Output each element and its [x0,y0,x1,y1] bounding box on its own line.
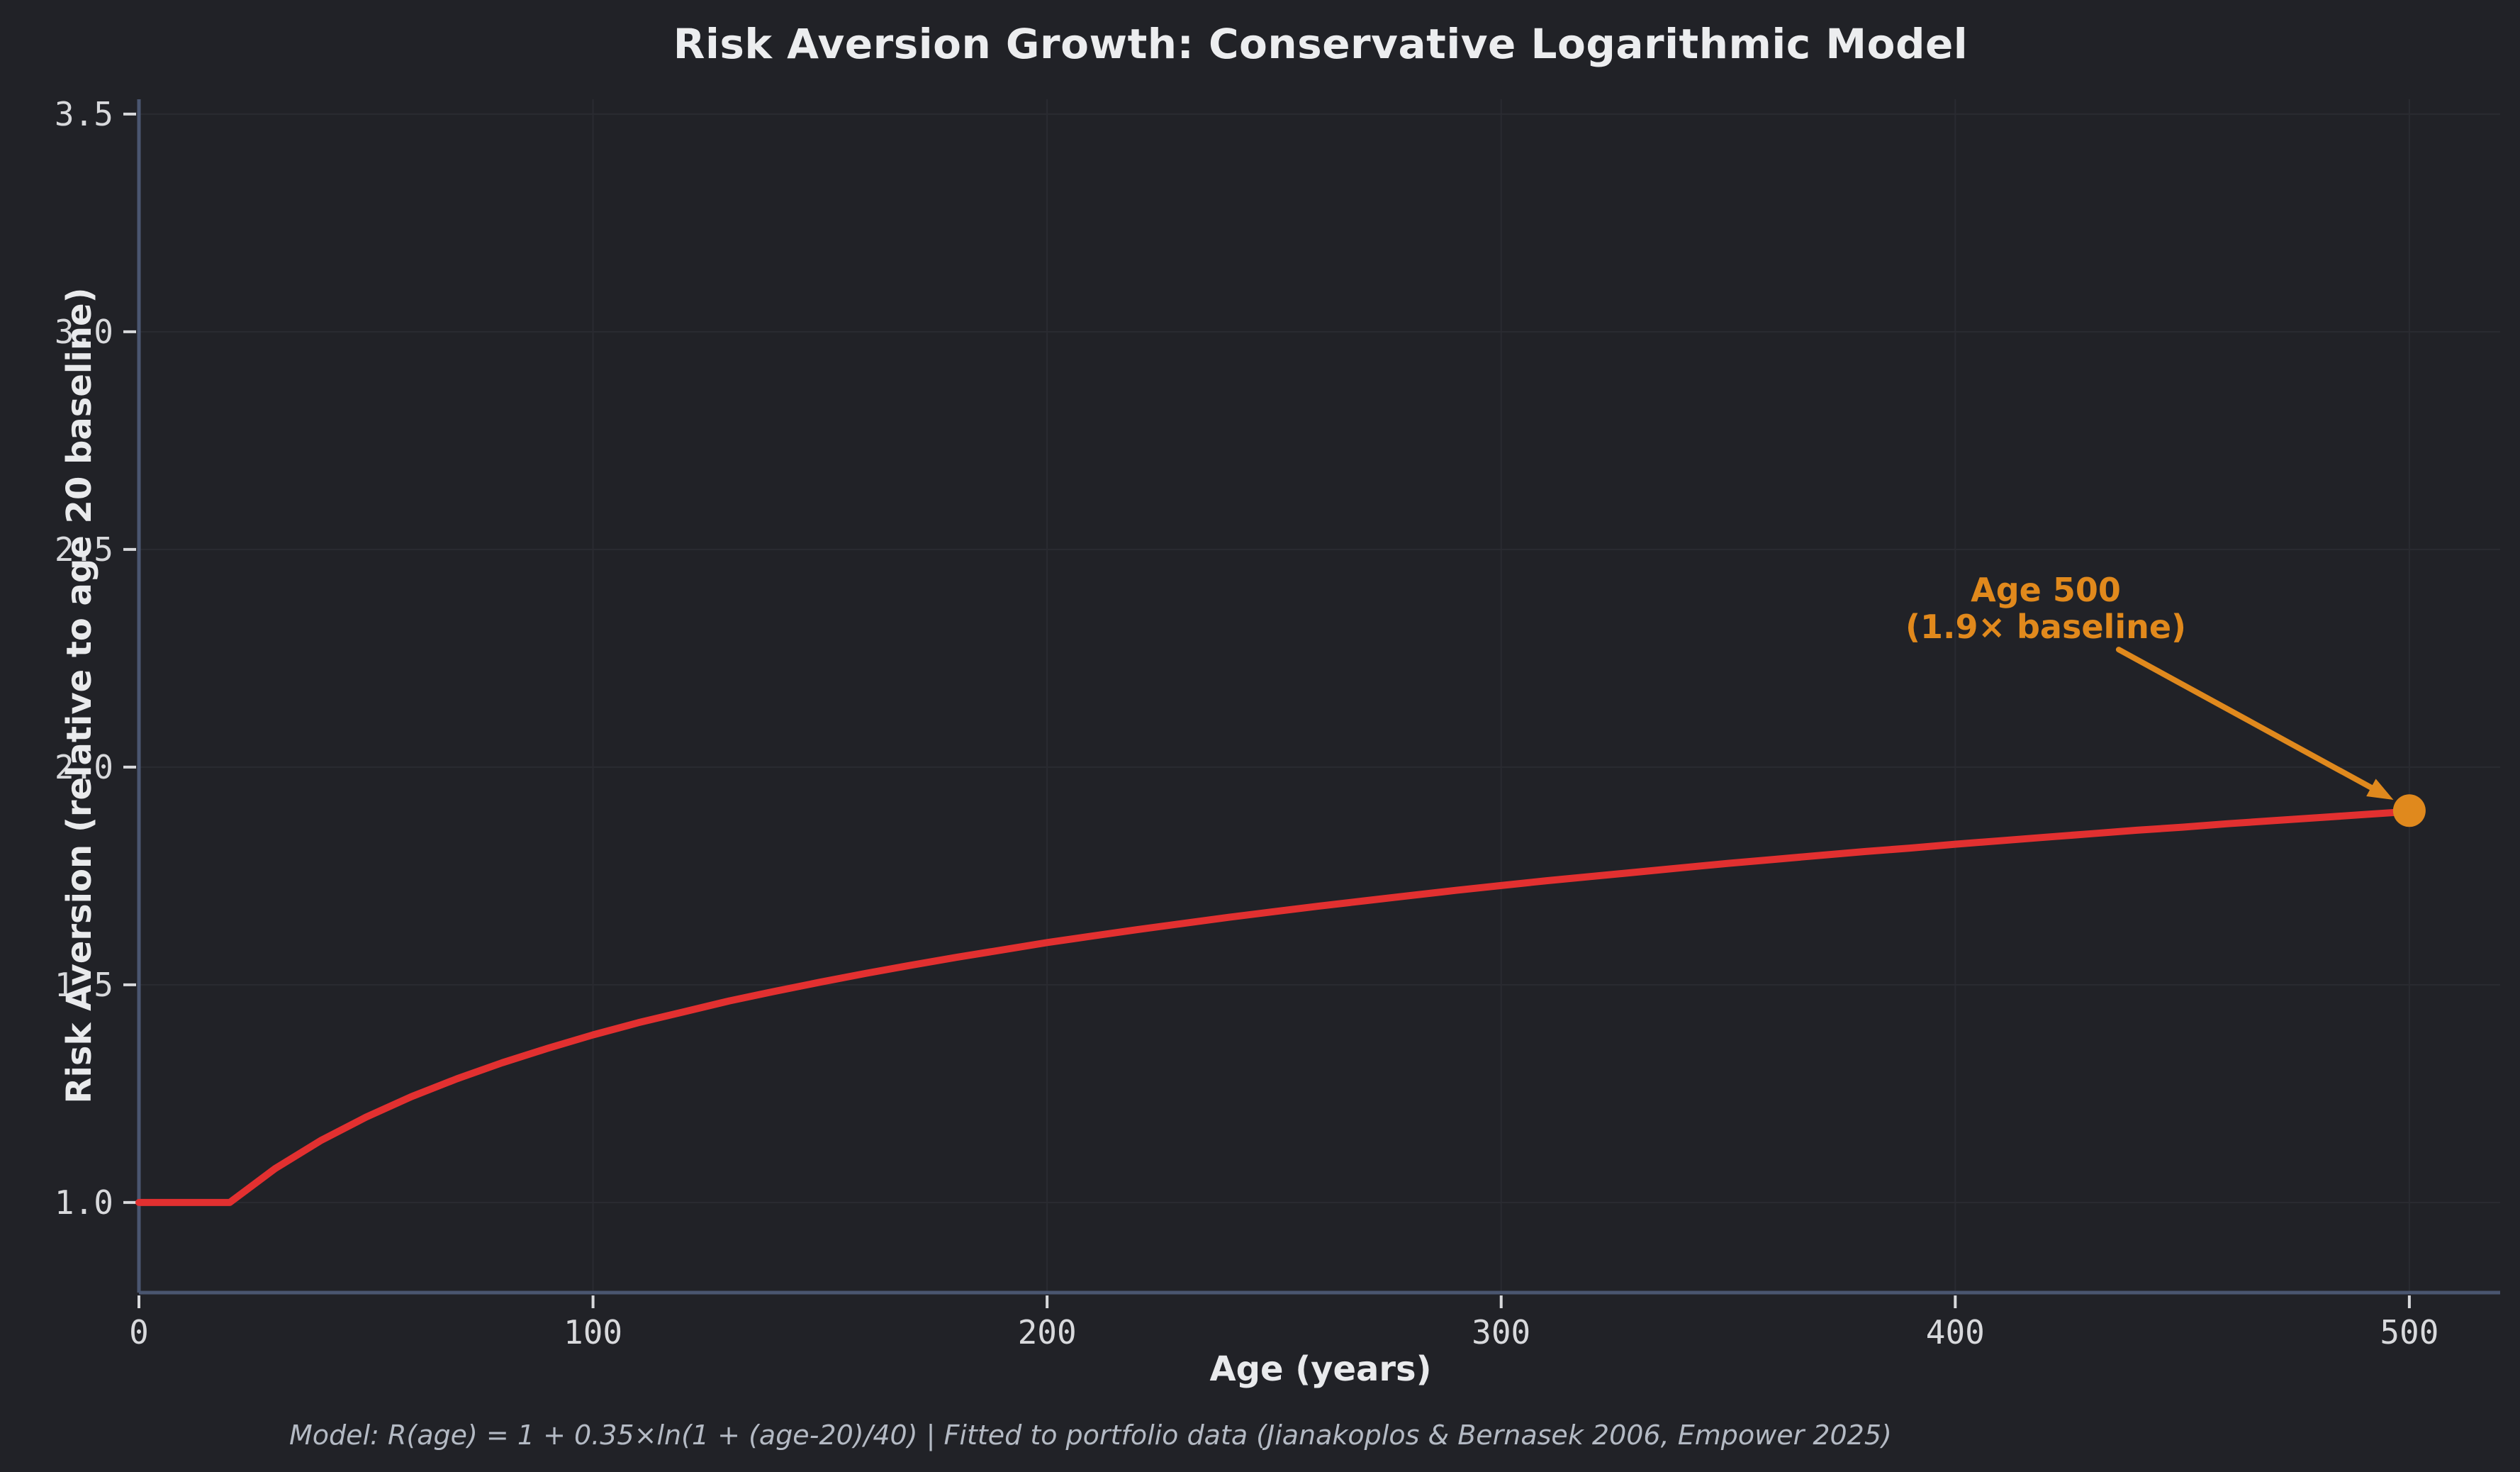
y-tick-label: 1.5 [55,966,113,1004]
x-tick-label: 100 [564,1313,622,1351]
model-curve [135,808,2413,1206]
x-tick-label: 500 [2380,1313,2438,1351]
y-tick-label: 3.0 [55,313,113,351]
endpoint-dot [2392,794,2426,827]
x-axis-label: Age (years) [1209,1349,1432,1389]
annotation-line1: Age 500 [1971,571,2121,609]
endpoint-annotation: Age 500 (1.9× baseline) [1905,571,2186,645]
y-tick-label: 1.0 [55,1183,113,1222]
y-tick-label: 2.0 [55,748,113,786]
y-axis-label: Risk Aversion (relative to age 20 baseli… [60,287,99,1104]
x-tick-label: 0 [129,1313,149,1351]
x-tick-label: 300 [1472,1313,1530,1351]
annotation-arrow [2115,647,2374,791]
annotation-line2: (1.9× baseline) [1905,608,2187,646]
y-tick-label: 3.5 [55,95,113,133]
x-tick-label: 400 [1926,1313,1985,1351]
model-footnote: Model: R(age) = 1 + 0.35×ln(1 + (age-20)… [289,1420,1892,1451]
chart-title: Risk Aversion Growth: Conservative Logar… [673,20,1969,68]
y-tick-label: 2.5 [55,530,113,569]
x-tick-label: 200 [1018,1313,1077,1351]
annotation-arrowhead [2366,779,2394,800]
